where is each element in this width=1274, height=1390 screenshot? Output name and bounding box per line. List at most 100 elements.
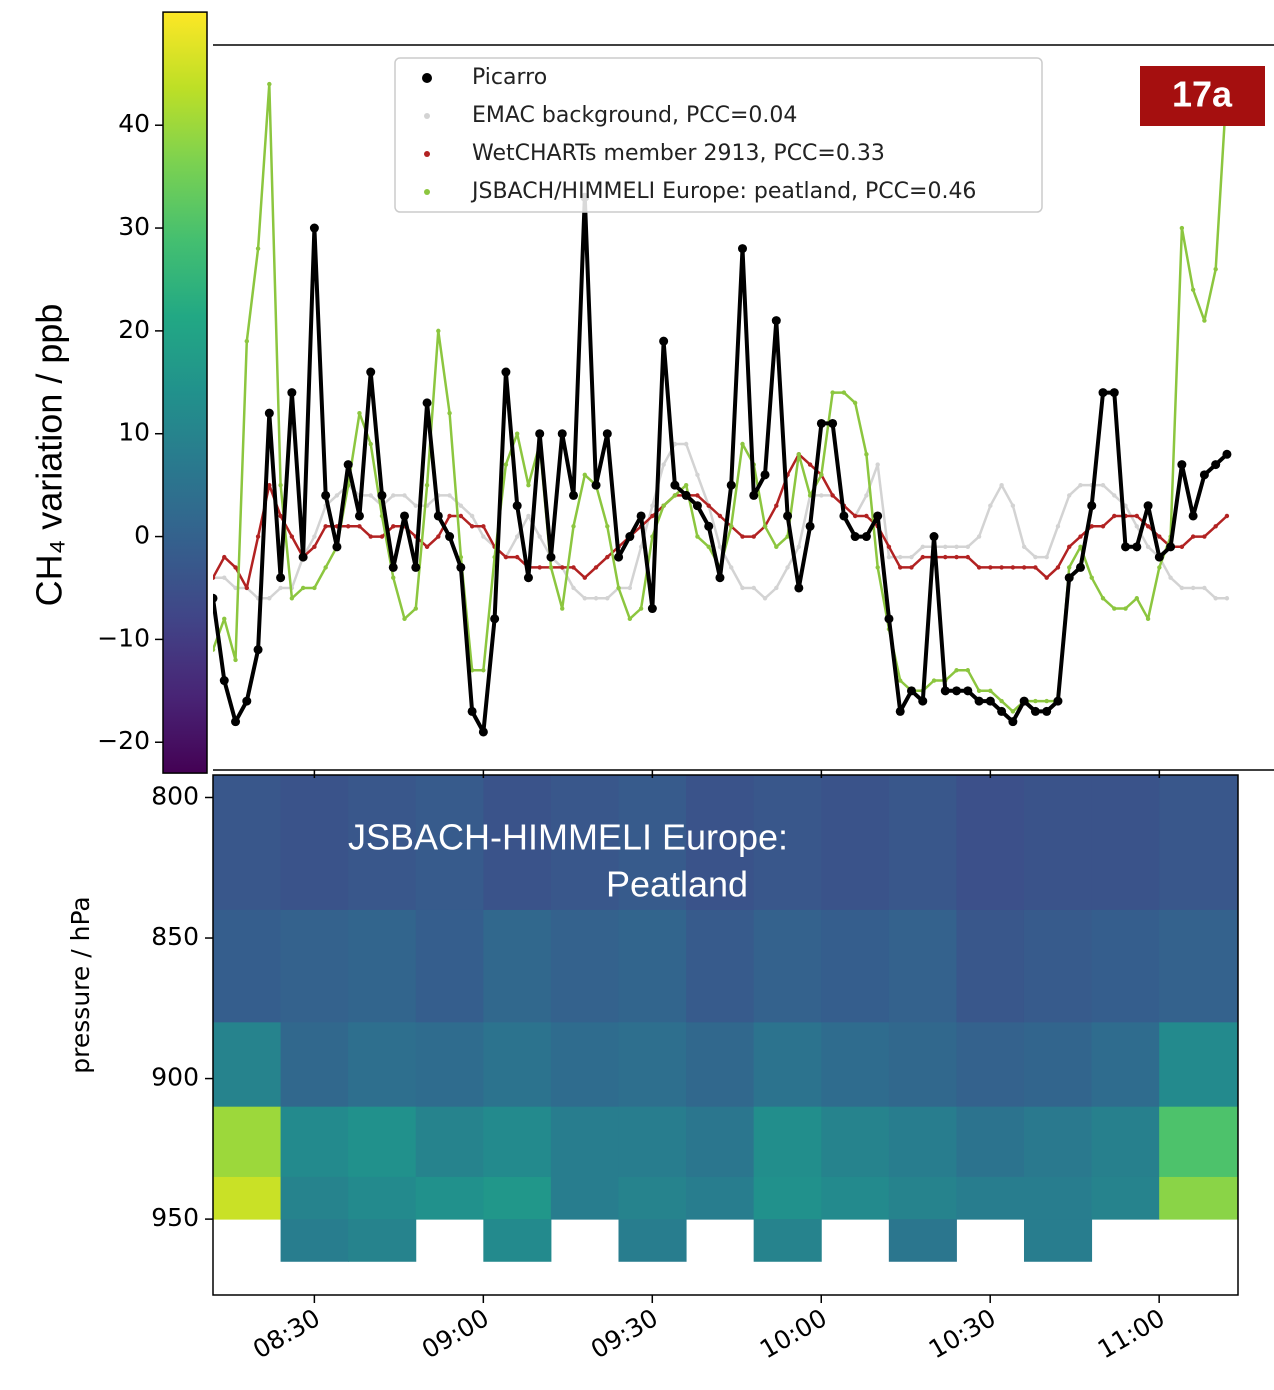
- data-point: [751, 585, 756, 591]
- heatmap-cell: [821, 775, 890, 911]
- data-point: [704, 521, 714, 531]
- label-box: [1140, 66, 1265, 126]
- x-tick-label: 09:00: [417, 1303, 494, 1364]
- data-point: [368, 493, 373, 498]
- data-point: [605, 596, 610, 601]
- heatmap-cell: [1023, 1022, 1093, 1108]
- data-point: [1157, 565, 1162, 570]
- data-point: [433, 511, 443, 521]
- data-point: [1145, 544, 1151, 550]
- heatmap-cell: [956, 1176, 1025, 1220]
- data-point: [760, 470, 770, 480]
- data-point: [774, 585, 779, 591]
- heatmap-cell: [213, 775, 282, 911]
- data-point: [906, 686, 916, 696]
- heatmap-cell: [280, 1176, 349, 1220]
- y-tick-label: 30: [118, 212, 150, 241]
- heatmap-cell: [686, 1106, 755, 1178]
- heatmap-cell: [888, 775, 957, 911]
- heatmap-cell: [348, 1219, 417, 1262]
- data-point: [253, 645, 263, 655]
- heatmap-cell: [753, 775, 822, 911]
- x-tick-label: 11:00: [1093, 1303, 1170, 1364]
- data-point: [605, 524, 610, 529]
- data-point: [672, 493, 678, 498]
- data-point: [1143, 501, 1153, 511]
- data-point: [898, 554, 903, 560]
- data-point: [638, 544, 644, 550]
- heatmap-cell: [956, 909, 1025, 1023]
- heatmap-cell: [348, 1022, 417, 1108]
- data-point: [796, 452, 802, 457]
- data-point: [681, 490, 691, 500]
- data-point: [1067, 544, 1072, 550]
- data-point: [650, 513, 655, 519]
- data-point: [264, 408, 274, 418]
- data-point: [526, 482, 531, 488]
- data-point: [605, 554, 610, 560]
- data-point: [952, 686, 962, 696]
- data-point: [841, 390, 847, 395]
- data-point: [627, 585, 633, 591]
- heatmap-cell: [213, 909, 282, 1023]
- data-point: [1179, 585, 1185, 591]
- data-point: [1044, 575, 1049, 580]
- data-point: [965, 544, 971, 550]
- data-point: [447, 513, 452, 519]
- heatmap-cell: [1091, 775, 1160, 911]
- data-point: [1154, 552, 1164, 562]
- data-point: [909, 554, 914, 560]
- data-point: [458, 513, 464, 519]
- data-point: [602, 429, 612, 439]
- data-point: [1021, 565, 1027, 570]
- annotation: JSBACH-HIMMELI Europe:: [348, 817, 788, 858]
- data-point: [706, 503, 711, 508]
- data-point: [267, 81, 272, 87]
- data-point: [582, 472, 587, 478]
- y-tick-label: 900: [151, 1063, 199, 1092]
- legend-marker: [424, 113, 430, 119]
- data-point: [244, 338, 249, 344]
- data-point: [278, 482, 283, 488]
- data-point: [1078, 544, 1083, 550]
- data-point: [997, 706, 1007, 716]
- axes-frame: [212, 774, 1239, 1296]
- heatmap-cell: [686, 1176, 755, 1220]
- heatmap-cell: [1023, 1176, 1093, 1220]
- heatmap-cell: [1159, 1022, 1238, 1108]
- data-point: [267, 596, 272, 601]
- heatmap-cell: [956, 1022, 1025, 1108]
- data-point: [569, 490, 579, 500]
- data-point: [1177, 460, 1187, 470]
- heatmap-cell: [415, 1106, 484, 1178]
- data-point: [807, 462, 813, 467]
- data-point: [422, 398, 432, 408]
- data-point: [334, 493, 340, 498]
- data-point: [692, 501, 702, 511]
- heatmap-area: [213, 775, 1238, 1295]
- data-point: [298, 552, 308, 562]
- x-tick-label: 10:00: [755, 1303, 832, 1364]
- data-point: [321, 490, 331, 500]
- data-point: [222, 616, 227, 622]
- data-point: [1021, 544, 1027, 550]
- data-point: [1190, 534, 1196, 539]
- data-point: [1222, 449, 1232, 459]
- data-point: [276, 573, 286, 583]
- heatmap-cell: [550, 1176, 619, 1220]
- legend-marker: [424, 189, 430, 195]
- data-point: [287, 388, 297, 398]
- data-point: [695, 534, 700, 539]
- heatmap-cell: [753, 1176, 822, 1220]
- data-point: [830, 493, 835, 498]
- data-point: [233, 657, 238, 663]
- data-point: [309, 223, 319, 233]
- data-point: [267, 482, 272, 488]
- data-point: [1055, 524, 1061, 529]
- heatmap-cell: [821, 1022, 890, 1108]
- data-point: [898, 678, 903, 683]
- data-point: [535, 429, 545, 439]
- data-point: [593, 565, 599, 570]
- data-point: [478, 727, 488, 737]
